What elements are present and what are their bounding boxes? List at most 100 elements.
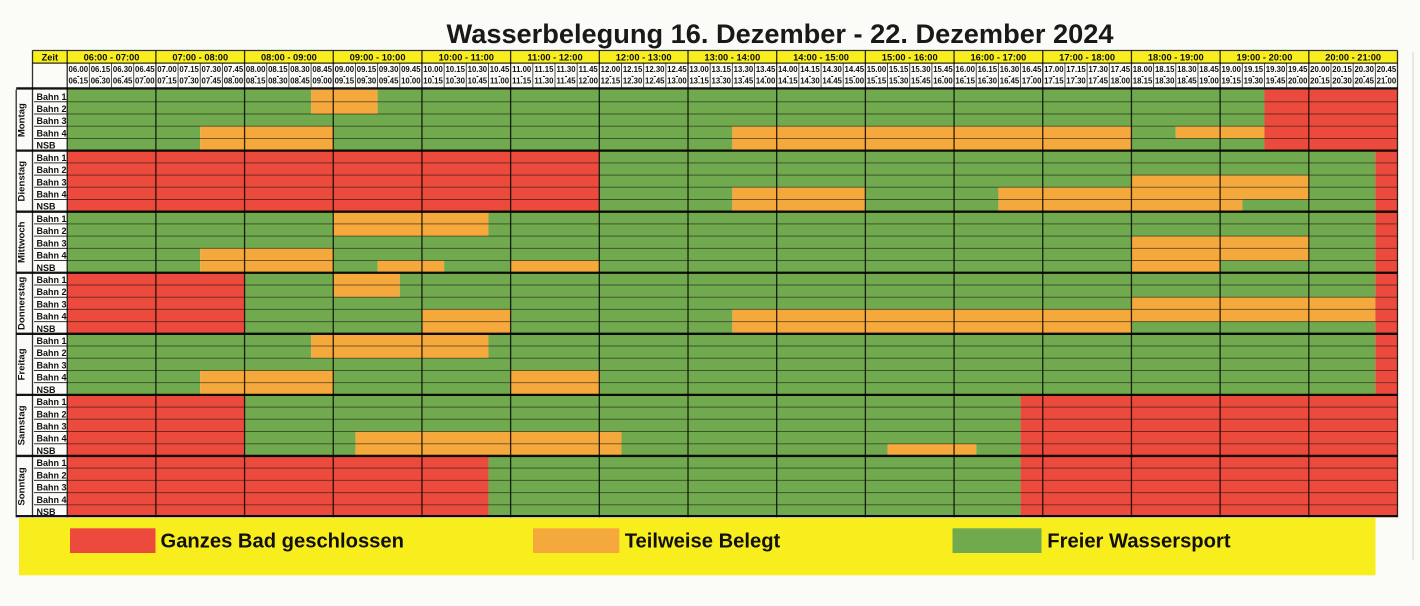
svg-text:15.45-16.00: 15.45 -16.00 [933, 65, 953, 85]
svg-text:Bahn 2: Bahn 2 [37, 287, 67, 297]
svg-text:07.00-07.15: 07.00 -07.15 [157, 65, 177, 85]
svg-text:19.15-19.30: 19.15 -19.30 [1244, 65, 1264, 85]
svg-text:08.15-08.30: 08.15 -08.30 [268, 65, 288, 85]
svg-text:07.30-07.45: 07.30 -07.45 [202, 65, 222, 85]
svg-text:08.00-08.15: 08.00 -08.15 [246, 65, 266, 85]
svg-text:12.15-12.30: 12.15 -12.30 [623, 65, 643, 85]
svg-text:NSB: NSB [37, 446, 57, 456]
svg-text:Bahn 4: Bahn 4 [37, 495, 67, 505]
svg-text:11.00-11.15: 11.00 -11.15 [512, 65, 532, 85]
svg-text:Bahn 2: Bahn 2 [37, 409, 67, 419]
svg-text:13.00-13.15: 13.00 -13.15 [689, 65, 709, 85]
svg-text:16:00 - 17:00: 16:00 - 17:00 [970, 53, 1026, 63]
svg-text:15.15-15.30: 15.15 -15.30 [889, 65, 909, 85]
svg-text:12.00-12.15: 12.00 -12.15 [601, 65, 621, 85]
svg-text:16.15-16.30: 16.15 -16.30 [978, 65, 998, 85]
svg-text:16.45-17.00: 16.45 -17.00 [1022, 65, 1042, 85]
svg-text:Bahn 1: Bahn 1 [37, 336, 67, 346]
svg-text:19.30-19.45: 19.30 -19.45 [1266, 65, 1286, 85]
svg-text:Teilweise Belegt: Teilweise Belegt [625, 530, 781, 552]
svg-text:13.45-14.00: 13.45 -14.00 [756, 65, 776, 85]
svg-text:08.45-09.00: 08.45 -09.00 [312, 65, 332, 85]
svg-text:20.45-21.00: 20.45 -21.00 [1377, 65, 1397, 85]
svg-text:10.45-11.00: 10.45 -11.00 [490, 65, 510, 85]
svg-text:11:00 - 12:00: 11:00 - 12:00 [527, 53, 582, 63]
svg-text:Bahn 3: Bahn 3 [37, 299, 67, 309]
svg-text:Bahn 2: Bahn 2 [37, 104, 67, 114]
svg-text:06.30-06.45: 06.30 -06.45 [113, 65, 133, 85]
svg-text:Ganzes Bad geschlossen: Ganzes Bad geschlossen [161, 530, 404, 552]
svg-text:06.00-06.15: 06.00 -06.15 [69, 65, 89, 85]
svg-text:Bahn 1: Bahn 1 [37, 153, 67, 163]
svg-text:14.30-14.45: 14.30 -14.45 [822, 65, 842, 85]
svg-text:Bahn 4: Bahn 4 [37, 312, 67, 322]
svg-text:12.30-12.45: 12.30 -12.45 [645, 65, 665, 85]
svg-text:11.15-11.30: 11.15 -11.30 [534, 65, 554, 85]
svg-text:Bahn 1: Bahn 1 [37, 458, 67, 468]
svg-text:10:00 - 11:00: 10:00 - 11:00 [439, 53, 494, 63]
svg-text:13.30-13.45: 13.30 -13.45 [734, 65, 754, 85]
svg-text:16.30-16.45: 16.30 -16.45 [1000, 65, 1020, 85]
svg-text:Zeit: Zeit [42, 53, 59, 63]
svg-text:13:00 - 14:00: 13:00 - 14:00 [704, 53, 760, 63]
svg-text:15.30-15.45: 15.30 -15.45 [911, 65, 931, 85]
svg-text:Bahn 3: Bahn 3 [37, 422, 67, 432]
svg-text:06.45-07.00: 06.45 -07.00 [135, 65, 155, 85]
svg-text:Bahn 1: Bahn 1 [37, 275, 67, 285]
svg-text:19.00-19.15: 19.00 -19.15 [1221, 65, 1241, 85]
svg-text:18.15-18.30: 18.15 -18.30 [1155, 65, 1175, 85]
svg-text:17:00 - 18:00: 17:00 - 18:00 [1059, 53, 1115, 63]
svg-text:17.15-17.30: 17.15 -17.30 [1066, 65, 1086, 85]
svg-text:Bahn 2: Bahn 2 [37, 348, 67, 358]
svg-text:20:00 - 21:00: 20:00 - 21:00 [1325, 53, 1381, 63]
svg-text:Bahn 1: Bahn 1 [37, 92, 67, 102]
svg-text:10.00-10.15: 10.00 -10.15 [423, 65, 443, 85]
svg-text:20.00-20.15: 20.00 -20.15 [1310, 65, 1330, 85]
svg-text:Bahn 3: Bahn 3 [37, 483, 67, 493]
svg-text:14.15-14.30: 14.15 -14.30 [800, 65, 820, 85]
svg-text:Bahn 3: Bahn 3 [37, 360, 67, 370]
svg-text:Samstag: Samstag [16, 405, 27, 445]
svg-text:Sonntag: Sonntag [16, 467, 27, 506]
svg-text:15.00-15.15: 15.00 -15.15 [867, 65, 887, 85]
svg-text:18.45-19.00: 18.45 -19.00 [1199, 65, 1219, 85]
svg-text:18:00 - 19:00: 18:00 - 19:00 [1148, 53, 1204, 63]
svg-text:16.00-16.15: 16.00 -16.15 [955, 65, 975, 85]
svg-text:Bahn 1: Bahn 1 [37, 397, 67, 407]
svg-text:Bahn 2: Bahn 2 [37, 165, 67, 175]
svg-text:Bahn 4: Bahn 4 [37, 189, 67, 199]
svg-text:Freitag: Freitag [16, 348, 27, 380]
svg-text:NSB: NSB [37, 202, 57, 212]
svg-text:Montag: Montag [16, 103, 27, 137]
svg-text:15:00 - 16:00: 15:00 - 16:00 [882, 53, 938, 63]
svg-text:10.30-10.45: 10.30 -10.45 [468, 65, 488, 85]
svg-text:11.30-11.45: 11.30 -11.45 [557, 65, 577, 85]
svg-text:Bahn 2: Bahn 2 [37, 470, 67, 480]
svg-text:13.15-13.30: 13.15 -13.30 [712, 65, 732, 85]
svg-text:Mittwoch: Mittwoch [16, 221, 27, 263]
svg-text:20.30-20.45: 20.30 -20.45 [1354, 65, 1374, 85]
svg-text:09.00-09.15: 09.00 -09.15 [335, 65, 355, 85]
svg-text:Bahn 4: Bahn 4 [37, 373, 67, 383]
svg-text:17.00-17.15: 17.00 -17.15 [1044, 65, 1064, 85]
svg-text:07.15-07.30: 07.15 -07.30 [179, 65, 199, 85]
svg-text:18.30-18.45: 18.30 -18.45 [1177, 65, 1197, 85]
svg-text:07.45-08.00: 07.45 -08.00 [224, 65, 244, 85]
svg-text:10.15-10.30: 10.15 -10.30 [445, 65, 465, 85]
svg-text:Bahn 3: Bahn 3 [37, 238, 67, 248]
svg-text:NSB: NSB [37, 141, 57, 151]
svg-text:09.15-09.30: 09.15 -09.30 [357, 65, 377, 85]
svg-text:Bahn 2: Bahn 2 [37, 226, 67, 236]
svg-text:09.30-09.45: 09.30 -09.45 [379, 65, 399, 85]
svg-text:NSB: NSB [37, 507, 57, 517]
svg-text:19.45-20.00: 19.45 -20.00 [1288, 65, 1308, 85]
svg-text:20.15-20.30: 20.15 -20.30 [1332, 65, 1352, 85]
svg-text:08:00 - 09:00: 08:00 - 09:00 [261, 53, 317, 63]
svg-text:Bahn 4: Bahn 4 [37, 251, 67, 261]
svg-text:Dienstag: Dienstag [16, 161, 27, 202]
svg-text:11.45-12.00: 11.45 -12.00 [578, 65, 598, 85]
svg-text:06:00 - 07:00: 06:00 - 07:00 [84, 53, 140, 63]
svg-text:14:00 - 15:00: 14:00 - 15:00 [793, 53, 849, 63]
svg-text:NSB: NSB [37, 263, 57, 273]
svg-text:Donnerstag: Donnerstag [16, 277, 27, 330]
